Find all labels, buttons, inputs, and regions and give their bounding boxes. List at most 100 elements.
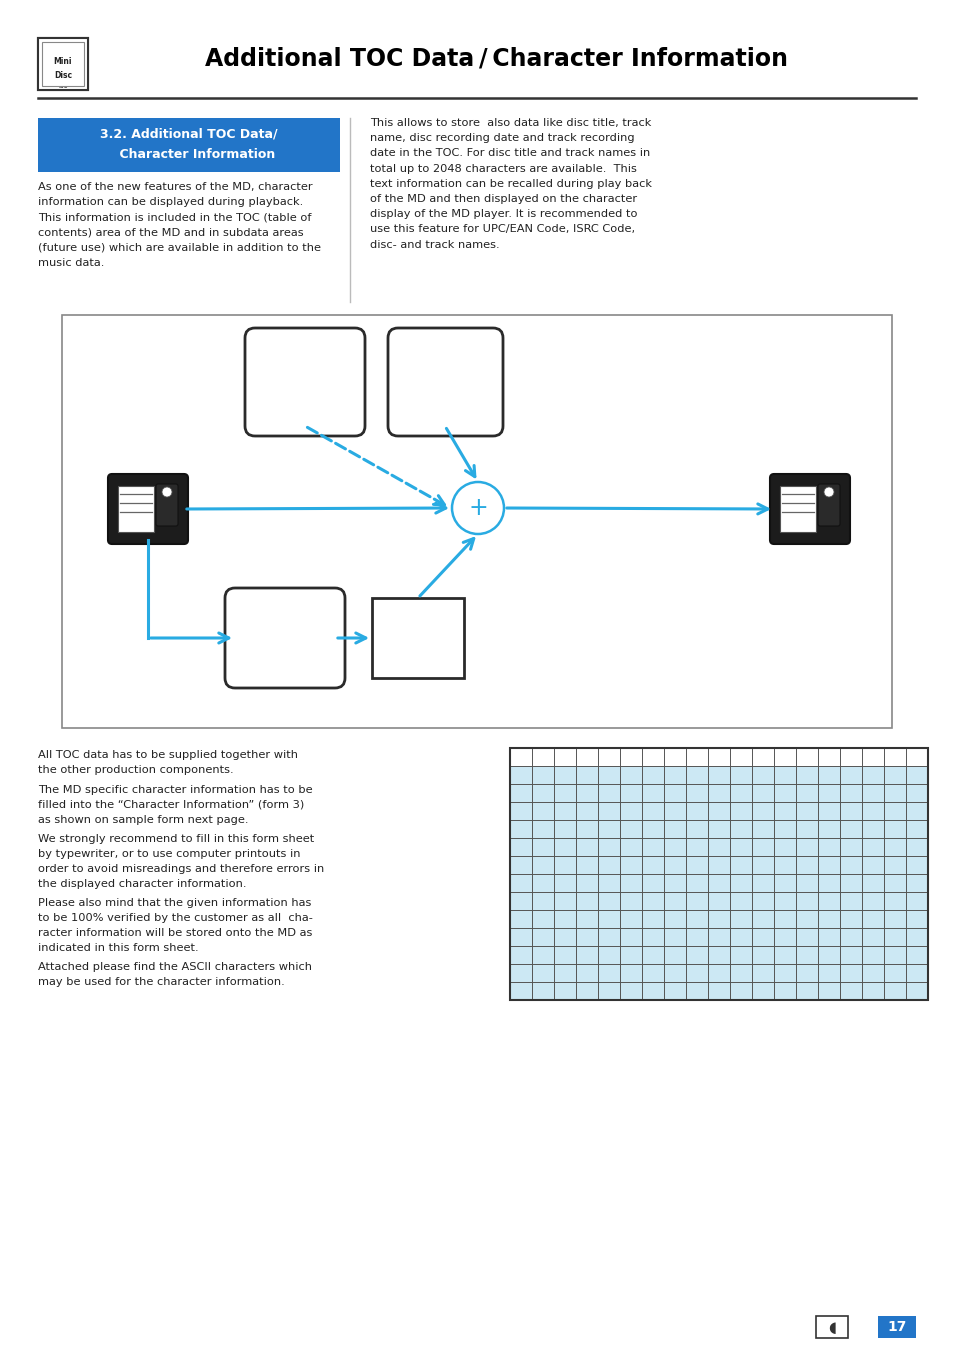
Bar (554, 892, 576, 911)
Text: Additional TOC Data / Character Information: Additional TOC Data / Character Informat… (205, 46, 788, 70)
Text: Mini: Mini (53, 58, 72, 66)
FancyBboxPatch shape (156, 484, 178, 526)
Bar (510, 911, 532, 928)
Bar (510, 820, 532, 838)
Bar (372, 598, 463, 678)
Circle shape (823, 486, 833, 497)
Bar (554, 928, 576, 946)
Text: 17: 17 (886, 1320, 905, 1333)
Bar (576, 965, 598, 982)
Bar (554, 982, 576, 1000)
Bar (532, 892, 554, 911)
Bar (598, 982, 619, 1000)
Bar (532, 965, 554, 982)
Text: D: D (59, 73, 67, 82)
Bar (554, 766, 576, 784)
Bar (510, 748, 927, 1000)
Bar (815, 1316, 847, 1337)
Bar (598, 766, 619, 784)
Bar (554, 946, 576, 965)
Bar (118, 486, 153, 532)
Text: M: M (58, 53, 68, 63)
Bar (576, 766, 598, 784)
Bar (598, 911, 619, 928)
Bar (532, 911, 554, 928)
FancyBboxPatch shape (38, 38, 88, 91)
Bar (576, 946, 598, 965)
Text: The MD specific character information has to be
filled into the “Character Infor: The MD specific character information ha… (38, 785, 313, 825)
Bar (554, 874, 576, 892)
Bar (598, 928, 619, 946)
Bar (598, 838, 619, 857)
Bar (510, 766, 532, 784)
Bar (780, 486, 815, 532)
Bar (598, 820, 619, 838)
Bar (576, 911, 598, 928)
Bar (510, 838, 532, 857)
Text: As one of the new features of the MD, character
information can be displayed dur: As one of the new features of the MD, ch… (38, 182, 320, 267)
Bar (532, 946, 554, 965)
Bar (598, 784, 619, 802)
Bar (510, 874, 532, 892)
Bar (576, 892, 598, 911)
FancyBboxPatch shape (245, 328, 365, 436)
Bar (598, 857, 619, 874)
Bar (510, 982, 532, 1000)
Text: isc: isc (58, 82, 68, 89)
Bar (38, 118, 339, 172)
Bar (532, 874, 554, 892)
Bar (598, 874, 619, 892)
Bar (532, 982, 554, 1000)
Bar (619, 766, 927, 1000)
Text: Attached please find the ASCII characters which
may be used for the character in: Attached please find the ASCII character… (38, 962, 312, 988)
Text: This allows to store  also data like disc title, track
name, disc recording date: This allows to store also data like disc… (370, 118, 651, 250)
Bar (532, 802, 554, 820)
Text: ini: ini (59, 65, 67, 72)
Bar (554, 838, 576, 857)
Bar (510, 892, 532, 911)
Bar (576, 874, 598, 892)
Bar (576, 802, 598, 820)
Bar (576, 928, 598, 946)
Bar (38, 38, 88, 91)
Bar (554, 965, 576, 982)
Text: Please also mind that the given information has
to be 100% verified by the custo: Please also mind that the given informat… (38, 898, 313, 954)
Bar (510, 946, 532, 965)
Bar (532, 820, 554, 838)
FancyBboxPatch shape (817, 484, 840, 526)
Bar (576, 857, 598, 874)
Bar (510, 802, 532, 820)
Bar (532, 838, 554, 857)
Circle shape (162, 486, 172, 497)
FancyBboxPatch shape (769, 474, 849, 544)
FancyBboxPatch shape (388, 328, 502, 436)
Circle shape (452, 482, 503, 534)
FancyBboxPatch shape (225, 588, 345, 688)
Bar (554, 857, 576, 874)
Bar (42, 42, 84, 86)
Text: All TOC data has to be supplied together with
the other production components.: All TOC data has to be supplied together… (38, 750, 297, 775)
Bar (510, 748, 927, 1000)
Text: Character Information: Character Information (102, 149, 275, 162)
Bar (598, 946, 619, 965)
Text: ◖: ◖ (827, 1320, 835, 1335)
Bar (510, 965, 532, 982)
Bar (532, 928, 554, 946)
Bar (554, 820, 576, 838)
Text: 3.2. Additional TOC Data/: 3.2. Additional TOC Data/ (100, 127, 277, 141)
Bar (598, 892, 619, 911)
Bar (510, 928, 532, 946)
Bar (532, 857, 554, 874)
Bar (598, 802, 619, 820)
Bar (576, 838, 598, 857)
Bar (877, 1316, 915, 1337)
Bar (510, 784, 532, 802)
Bar (598, 965, 619, 982)
Bar (532, 784, 554, 802)
Bar (62, 315, 891, 728)
Bar (576, 784, 598, 802)
Bar (576, 982, 598, 1000)
Text: Disc: Disc (54, 70, 72, 80)
Bar (554, 784, 576, 802)
Bar (532, 766, 554, 784)
